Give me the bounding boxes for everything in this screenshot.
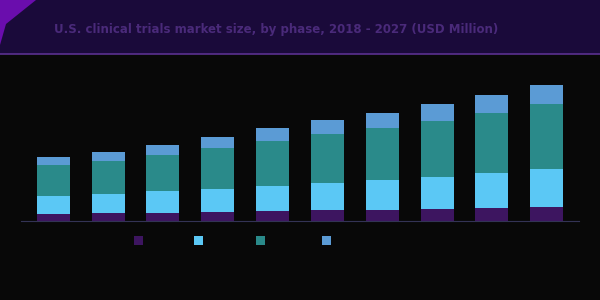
Bar <box>256 141 289 186</box>
Bar <box>37 214 70 221</box>
Bar <box>92 152 125 160</box>
Bar <box>311 183 344 211</box>
Bar <box>475 208 508 221</box>
Bar <box>201 137 234 148</box>
Bar <box>146 191 179 212</box>
Bar <box>256 211 289 221</box>
Bar <box>421 121 454 178</box>
Legend: Phase I, Phase II, Phase III, Phase IV: Phase I, Phase II, Phase III, Phase IV <box>130 232 380 250</box>
Bar <box>530 85 563 104</box>
Bar <box>37 165 70 196</box>
Bar <box>146 145 179 155</box>
Bar <box>256 128 289 141</box>
Bar <box>146 155 179 191</box>
Bar <box>256 186 289 211</box>
Bar <box>37 157 70 165</box>
Bar <box>530 207 563 221</box>
Bar <box>530 169 563 207</box>
Bar <box>421 178 454 209</box>
Bar <box>92 160 125 194</box>
Bar <box>311 120 344 134</box>
Bar <box>366 128 399 181</box>
Bar <box>366 181 399 210</box>
Bar <box>366 210 399 221</box>
Bar <box>146 212 179 221</box>
Bar <box>421 209 454 221</box>
Bar <box>475 112 508 173</box>
Bar <box>201 212 234 221</box>
Bar <box>201 189 234 212</box>
Bar <box>421 104 454 121</box>
Bar <box>92 213 125 221</box>
Bar <box>37 196 70 214</box>
Bar <box>475 95 508 112</box>
Bar <box>530 104 563 169</box>
Bar <box>366 112 399 128</box>
Bar <box>311 211 344 221</box>
Bar <box>92 194 125 213</box>
Bar <box>201 148 234 189</box>
Bar <box>311 134 344 183</box>
Text: U.S. clinical trials market size, by phase, 2018 - 2027 (USD Million): U.S. clinical trials market size, by pha… <box>54 23 498 37</box>
Bar <box>475 173 508 208</box>
